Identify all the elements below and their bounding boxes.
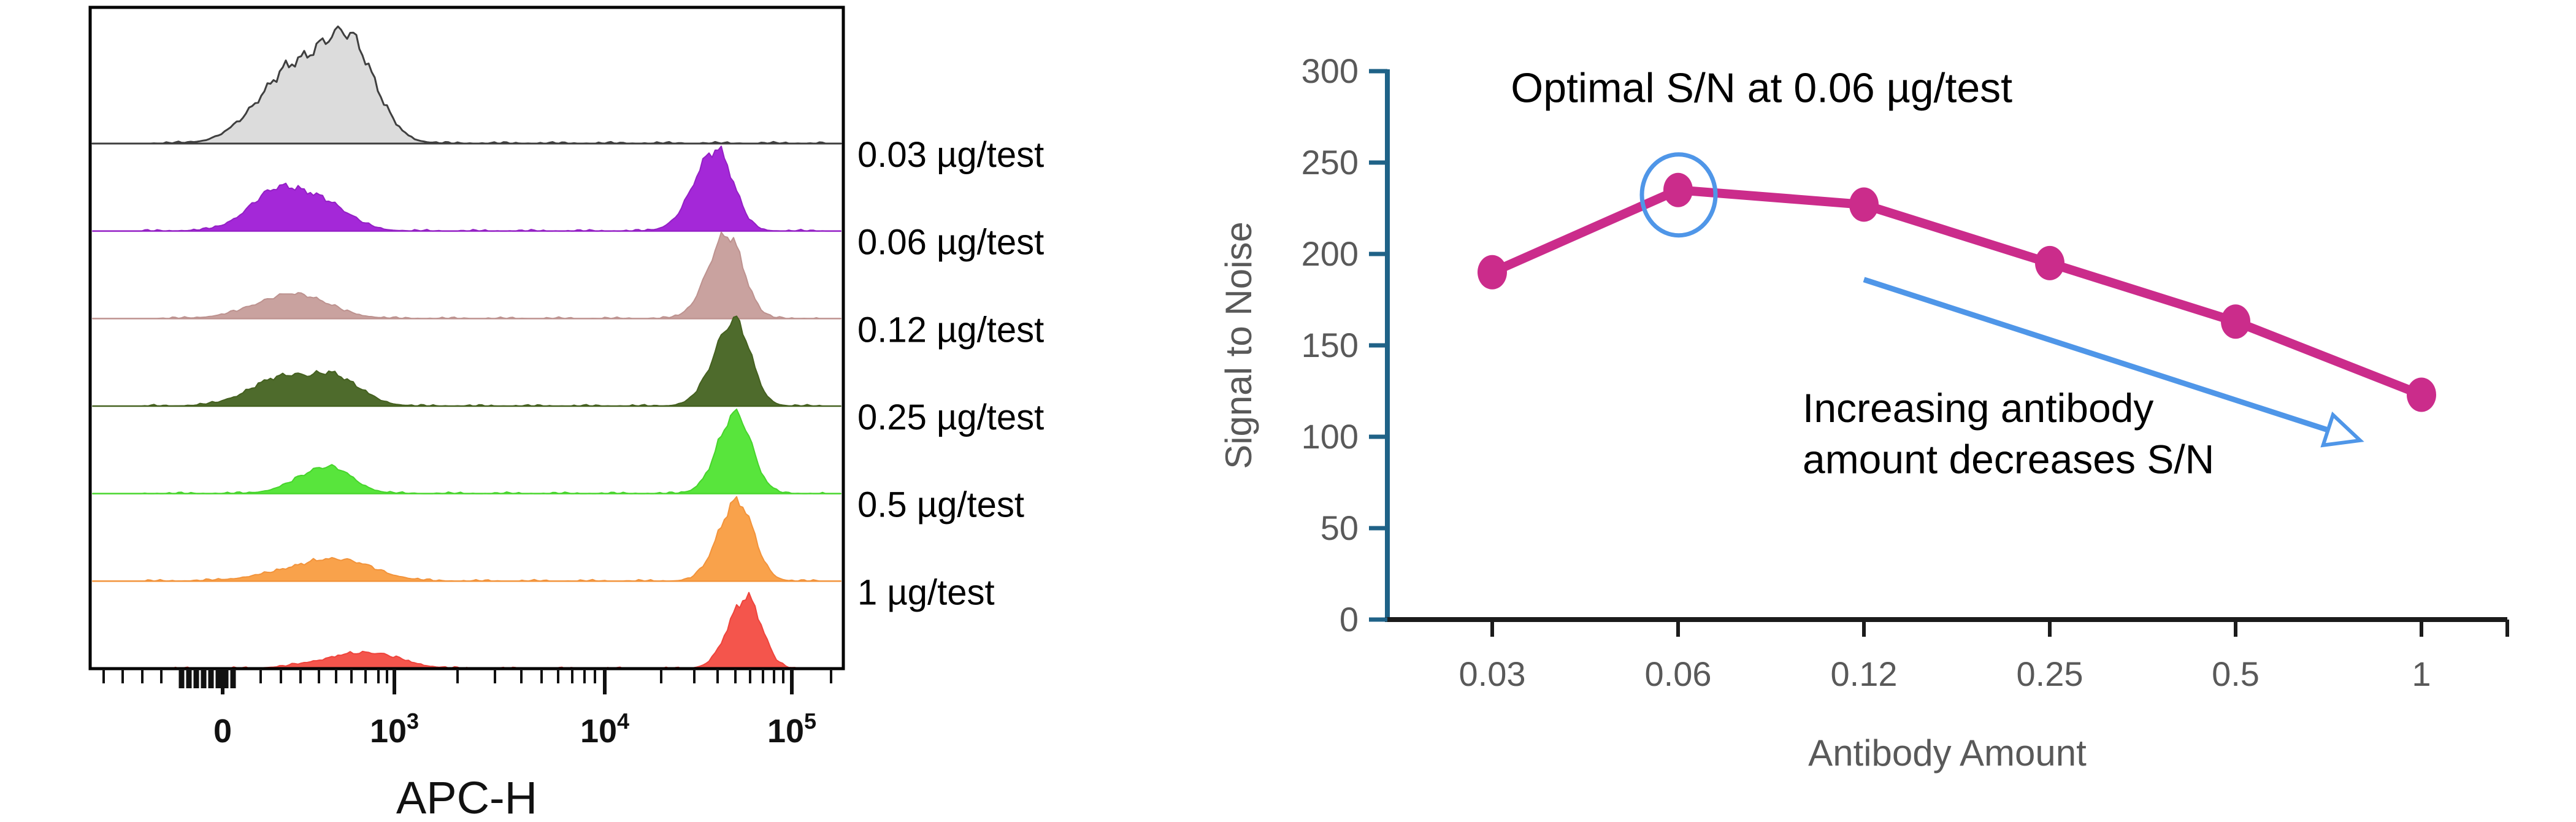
y-tick-label: 0 <box>1340 600 1359 639</box>
x-tick-label: 1 <box>2412 655 2431 693</box>
row-label-0.25-ug-per-test: 0.25 µg/test <box>857 398 1044 437</box>
row-label-0.06-ug-per-test: 0.06 µg/test <box>857 223 1044 263</box>
y-tick-label: 200 <box>1301 234 1359 273</box>
row-label-1-ug-per-test: 1 µg/test <box>857 572 995 612</box>
annotation-optimal: Optimal S/N at 0.06 µg/test <box>1511 65 2012 112</box>
y-tick-label: 300 <box>1301 52 1359 90</box>
x-tick-label: 0.5 <box>2212 655 2260 693</box>
data-point-1 <box>2407 377 2436 412</box>
annotation-increasing-1: Increasing antibody <box>1803 385 2153 431</box>
x-axis-title: APC-H <box>396 772 537 822</box>
y-tick-label: 100 <box>1301 417 1359 456</box>
y-tick-label: 150 <box>1301 326 1359 364</box>
x-axis-title: Antibody Amount <box>1808 732 2087 774</box>
annotation-increasing-2: amount decreases S/N <box>1803 437 2214 482</box>
histogram-0.06-ug-per-test <box>92 231 841 320</box>
x-tick-label: 0.03 <box>1459 655 1526 693</box>
histogram-0.25-ug-per-test <box>92 409 841 494</box>
trend-arrow-shaft <box>1863 277 2329 433</box>
x-tick-label: 0.12 <box>1831 655 1898 693</box>
x-tick-label: 0.25 <box>2017 655 2083 693</box>
data-point-0.06 <box>1663 172 1693 207</box>
x-tick-label: 104 <box>580 709 629 750</box>
data-point-0.25 <box>2035 245 2064 280</box>
flow-histogram-panel: 0.03 µg/test 0.06 µg/test 0.12 µg/test 0.25… <box>88 6 1044 822</box>
data-point-0.12 <box>1849 187 1879 222</box>
data-point-0.03 <box>1478 255 1507 290</box>
histogram-0.12-ug-per-test <box>92 315 841 407</box>
row-label-0.5-ug-per-test: 0.5 µg/test <box>857 485 1024 525</box>
data-point-0.5 <box>2221 304 2250 339</box>
sn-line-chart-panel: 0 50 100 150 200 250 300 0.03 0.06 0.12 0.25 0.5 1 An… <box>1218 52 2509 774</box>
histogram-unstained-control <box>91 25 842 145</box>
optimal-highlight-circle <box>1639 152 1718 238</box>
x-tick-label: 103 <box>370 709 419 750</box>
row-label-0.03-ug-per-test: 0.03 µg/test <box>857 135 1044 175</box>
row-label-0.12-ug-per-test: 0.12 µg/test <box>857 310 1044 350</box>
x-tick-label: 0.06 <box>1645 655 1712 693</box>
y-tick-label: 250 <box>1301 143 1359 182</box>
x-tick-label: 0 <box>213 713 232 750</box>
y-axis-title: Signal to Noise <box>1218 221 1259 469</box>
sn-line <box>1487 185 2426 399</box>
histogram-1-ug-per-test <box>92 591 841 669</box>
histogram-0.5-ug-per-test <box>92 496 841 582</box>
trend-arrow-head <box>2320 411 2364 448</box>
y-tick-label: 50 <box>1321 509 1359 547</box>
x-tick-label: 105 <box>767 709 816 750</box>
histogram-0.03-ug-per-test <box>92 145 841 232</box>
plot-frame <box>88 6 845 670</box>
